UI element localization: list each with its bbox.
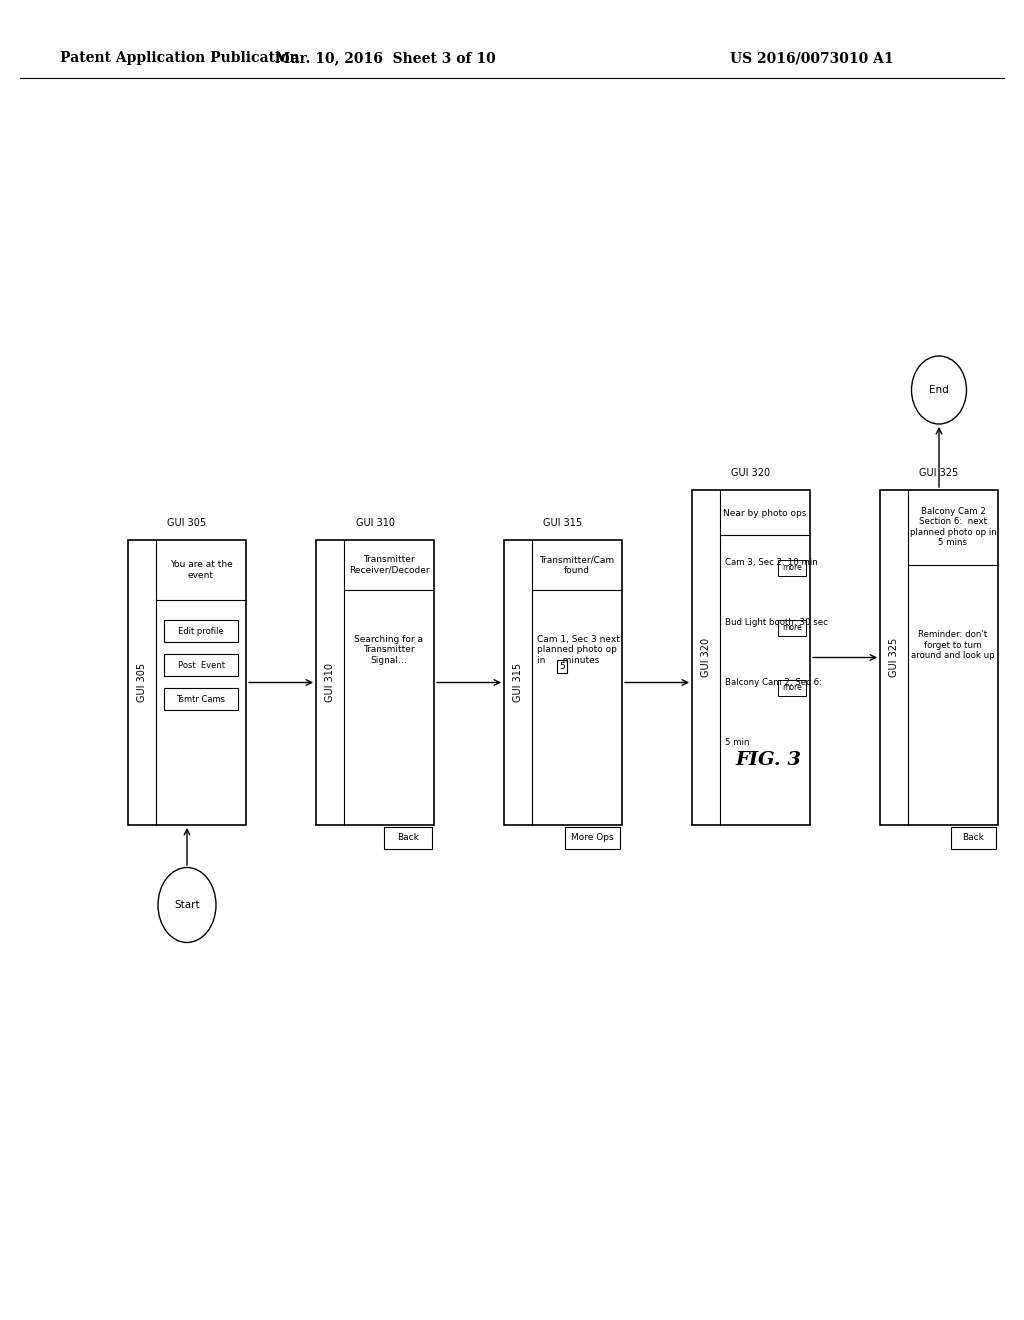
Text: End: End bbox=[929, 385, 949, 395]
Text: Edit profile: Edit profile bbox=[178, 627, 224, 635]
Text: Balcony Cam 2
Section 6:  next
planned photo op in
5 mins: Balcony Cam 2 Section 6: next planned ph… bbox=[909, 507, 996, 546]
Text: Mar. 10, 2016  Sheet 3 of 10: Mar. 10, 2016 Sheet 3 of 10 bbox=[274, 51, 496, 65]
Bar bbox=[880, 490, 998, 825]
Bar bbox=[778, 680, 806, 696]
Bar bbox=[504, 540, 622, 825]
Text: Back: Back bbox=[963, 833, 984, 842]
Bar bbox=[951, 828, 996, 849]
Bar bbox=[565, 828, 620, 849]
Text: more: more bbox=[782, 684, 802, 693]
Text: GUI 325: GUI 325 bbox=[889, 638, 899, 677]
Text: GUI 325: GUI 325 bbox=[920, 469, 958, 478]
Text: Tsmtr Cams: Tsmtr Cams bbox=[176, 694, 225, 704]
Text: Patent Application Publication: Patent Application Publication bbox=[60, 51, 300, 65]
Text: GUI 320: GUI 320 bbox=[731, 469, 771, 478]
Text: Balcony Cam 2, Sec 6:: Balcony Cam 2, Sec 6: bbox=[725, 678, 822, 686]
Text: 5 min: 5 min bbox=[725, 738, 750, 747]
Text: GUI 310: GUI 310 bbox=[325, 663, 335, 702]
Bar bbox=[164, 653, 238, 676]
Text: GUI 315: GUI 315 bbox=[544, 517, 583, 528]
Text: Transmitter/Cam
found: Transmitter/Cam found bbox=[540, 556, 614, 574]
Text: Near by photo ops: Near by photo ops bbox=[723, 508, 807, 517]
Text: more: more bbox=[782, 564, 802, 573]
Text: More Ops: More Ops bbox=[571, 833, 613, 842]
Text: Reminder: don't
forget to turn
around and look up: Reminder: don't forget to turn around an… bbox=[911, 630, 994, 660]
Bar bbox=[316, 540, 434, 825]
Bar bbox=[164, 688, 238, 710]
Text: FIG. 3: FIG. 3 bbox=[735, 751, 801, 770]
Text: GUI 320: GUI 320 bbox=[701, 638, 711, 677]
Bar bbox=[128, 540, 246, 825]
Bar bbox=[164, 620, 238, 642]
Text: Searching for a
Transmitter
Signal...: Searching for a Transmitter Signal... bbox=[354, 635, 424, 665]
Bar bbox=[557, 660, 567, 673]
Text: Post  Event: Post Event bbox=[177, 660, 224, 669]
Text: Cam 3, Sec 2: 10 min: Cam 3, Sec 2: 10 min bbox=[725, 558, 818, 568]
Bar bbox=[384, 828, 432, 849]
Text: GUI 315: GUI 315 bbox=[513, 663, 523, 702]
Text: more: more bbox=[782, 623, 802, 632]
Text: Cam 1, Sec 3 next
planned photo op
in      minutes: Cam 1, Sec 3 next planned photo op in mi… bbox=[537, 635, 620, 665]
Text: You are at the
event: You are at the event bbox=[170, 560, 232, 579]
Bar bbox=[778, 620, 806, 636]
Text: Start: Start bbox=[174, 900, 200, 909]
Text: Back: Back bbox=[397, 833, 419, 842]
Bar bbox=[778, 560, 806, 576]
Ellipse shape bbox=[911, 356, 967, 424]
Text: GUI 305: GUI 305 bbox=[137, 663, 147, 702]
Text: Bud Light booth: 30 sec: Bud Light booth: 30 sec bbox=[725, 618, 827, 627]
Ellipse shape bbox=[158, 867, 216, 942]
Text: Transmitter
Receiver/Decoder: Transmitter Receiver/Decoder bbox=[349, 556, 429, 574]
Text: GUI 305: GUI 305 bbox=[168, 517, 207, 528]
Text: GUI 310: GUI 310 bbox=[355, 517, 394, 528]
Text: US 2016/0073010 A1: US 2016/0073010 A1 bbox=[730, 51, 894, 65]
Bar bbox=[692, 490, 810, 825]
Text: 5: 5 bbox=[559, 663, 565, 671]
